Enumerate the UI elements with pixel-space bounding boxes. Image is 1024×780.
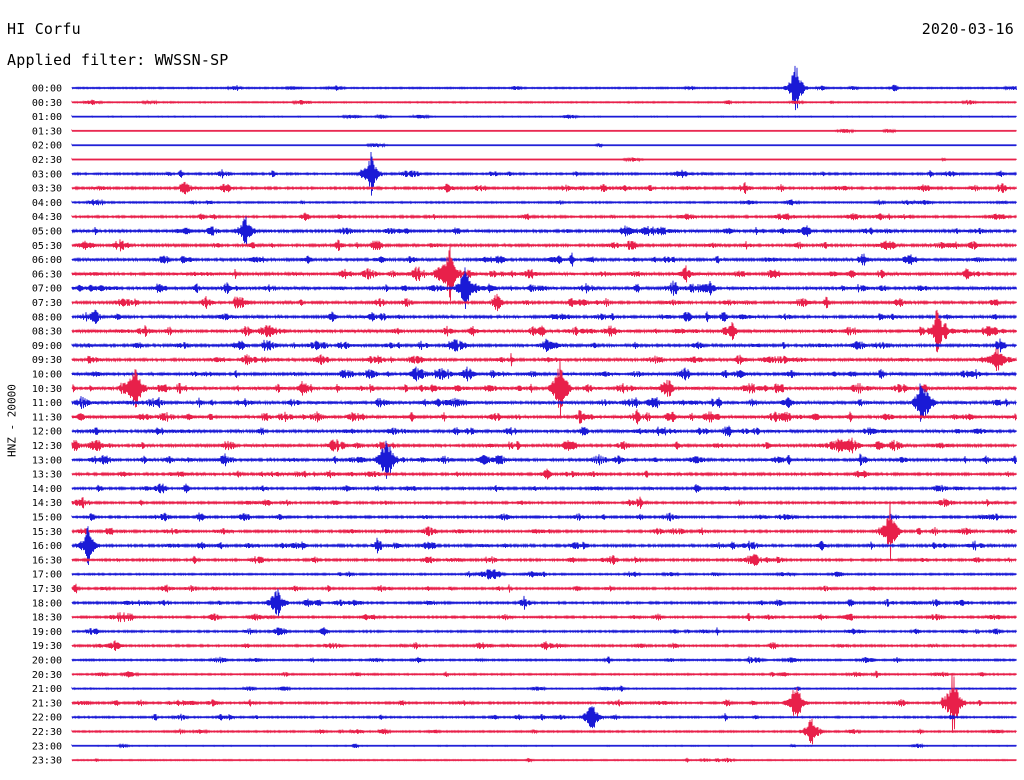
- row-time-label: 07:30: [32, 298, 62, 309]
- row-time-label: 18:00: [32, 598, 62, 609]
- row-time-label: 12:00: [32, 427, 62, 438]
- row-time-label: 22:30: [32, 727, 62, 738]
- row-time-label: 13:30: [32, 470, 62, 481]
- trace-line: [71, 366, 1017, 382]
- row-time-label: 00:00: [32, 84, 62, 95]
- row-time-label: 05:30: [32, 241, 62, 252]
- filter-label: Applied filter: WWSSN-SP: [7, 51, 229, 69]
- row-time-label: 03:00: [32, 169, 62, 180]
- row-time-label: 19:00: [32, 627, 62, 638]
- row-time-label: 15:00: [32, 513, 62, 524]
- trace-line: [71, 267, 1017, 310]
- row-time-label: 07:00: [32, 284, 62, 295]
- row-time-label: 09:00: [32, 341, 62, 352]
- row-time-label: 15:30: [32, 527, 62, 538]
- row-time-label: 02:30: [32, 155, 62, 166]
- row-time-label: 06:00: [32, 255, 62, 266]
- row-time-label: 23:30: [32, 756, 62, 767]
- trace-line: [71, 569, 1017, 580]
- seismic-traces: [71, 65, 1017, 763]
- row-time-label: 04:00: [32, 198, 62, 209]
- row-time-label: 14:30: [32, 498, 62, 509]
- station-title: HI Corfu: [7, 20, 81, 38]
- row-time-label: 11:00: [32, 398, 62, 409]
- row-time-label: 14:00: [32, 484, 62, 495]
- trace-line: [71, 348, 1017, 372]
- trace-line: [71, 383, 1017, 422]
- row-time-label: 10:00: [32, 370, 62, 381]
- row-time-label: 20:30: [32, 670, 62, 681]
- row-time-label: 08:30: [32, 327, 62, 338]
- date-label: 2020-03-16: [921, 20, 1014, 38]
- row-time-label: 17:30: [32, 584, 62, 595]
- row-time-label: 10:30: [32, 384, 62, 395]
- trace-line: [71, 468, 1017, 480]
- row-time-label: 05:00: [32, 227, 62, 238]
- trace-line: [71, 588, 1017, 617]
- row-time-label: 03:30: [32, 184, 62, 195]
- row-time-label: 16:00: [32, 541, 62, 552]
- row-labels: 00:00 00:30 01:00 01:30 02:00 02:30 03:00 03:30…: [32, 84, 62, 767]
- row-time-label: 08:00: [32, 312, 62, 323]
- row-time-label: 21:00: [32, 684, 62, 695]
- row-time-label: 04:30: [32, 212, 62, 223]
- row-time-label: 01:30: [32, 126, 62, 137]
- row-time-label: 23:00: [32, 741, 62, 752]
- row-time-label: 11:30: [32, 412, 62, 423]
- row-time-label: 13:00: [32, 455, 62, 466]
- row-time-label: 02:00: [32, 141, 62, 152]
- row-time-label: 22:00: [32, 713, 62, 724]
- trace-line: [71, 252, 1017, 267]
- row-time-label: 19:30: [32, 641, 62, 652]
- row-time-label: 21:30: [32, 698, 62, 709]
- row-time-label: 20:00: [32, 656, 62, 667]
- row-time-label: 06:30: [32, 269, 62, 280]
- row-time-label: 12:30: [32, 441, 62, 452]
- row-time-label: 16:30: [32, 555, 62, 566]
- row-time-label: 01:00: [32, 112, 62, 123]
- trace-line: [71, 627, 1017, 636]
- trace-line: [71, 409, 1017, 425]
- row-time-label: 09:30: [32, 355, 62, 366]
- row-time-label: 00:30: [32, 98, 62, 109]
- row-time-label: 18:30: [32, 613, 62, 624]
- row-time-label: 17:00: [32, 570, 62, 581]
